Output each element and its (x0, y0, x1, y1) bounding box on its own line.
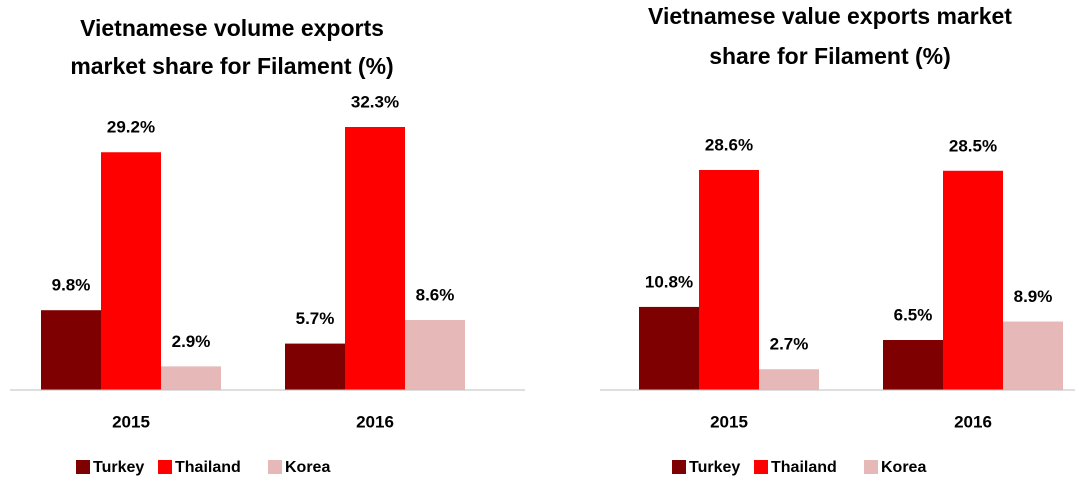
bar (639, 306, 699, 390)
bar (101, 152, 161, 390)
legend-label: Thailand (771, 459, 837, 476)
data-label: 6.5% (894, 305, 933, 324)
bar (41, 310, 101, 390)
data-label: 5.7% (296, 309, 335, 328)
x-tick-label: 2016 (954, 412, 992, 431)
bar (345, 127, 405, 390)
x-tick-label: 2015 (112, 412, 150, 431)
x-tick-label: 2016 (356, 412, 394, 431)
data-label: 9.8% (52, 276, 91, 295)
bar (883, 340, 943, 390)
legend: Turkey Thailand Korea (672, 459, 926, 476)
legend-swatch (76, 460, 90, 474)
legend-label: Turkey (689, 459, 740, 476)
legend-label: Thailand (175, 459, 241, 476)
legend-label: Korea (881, 459, 926, 476)
bar (1003, 321, 1063, 390)
data-label: 2.9% (172, 332, 211, 351)
legend-swatch (672, 460, 686, 474)
data-label: 2.7% (770, 335, 809, 354)
bar (285, 343, 345, 390)
bar (943, 170, 1003, 390)
legend-label: Korea (285, 459, 330, 476)
bar (759, 369, 819, 390)
data-label: 28.6% (705, 135, 753, 154)
data-label: 28.5% (949, 136, 997, 155)
chart-title: Vietnamese volume exports (80, 15, 384, 41)
chart-title: share for Filament (%) (709, 43, 951, 69)
legend-label: Turkey (93, 459, 144, 476)
data-label: 10.8% (645, 272, 693, 291)
legend: Turkey Thailand Korea (76, 459, 330, 476)
data-label: 32.3% (351, 92, 399, 111)
data-label: 29.2% (107, 118, 155, 137)
data-label: 8.9% (1014, 287, 1053, 306)
chart-title: Vietnamese value exports market (648, 3, 1012, 29)
data-label: 8.6% (416, 285, 455, 304)
legend-swatch (268, 460, 282, 474)
legend-swatch (864, 460, 878, 474)
bar (405, 319, 465, 390)
legend-swatch (158, 460, 172, 474)
bar (161, 366, 221, 390)
chart-title: market share for Filament (%) (70, 53, 393, 79)
legend-swatch (754, 460, 768, 474)
x-tick-label: 2015 (710, 412, 748, 431)
bar (699, 170, 759, 390)
